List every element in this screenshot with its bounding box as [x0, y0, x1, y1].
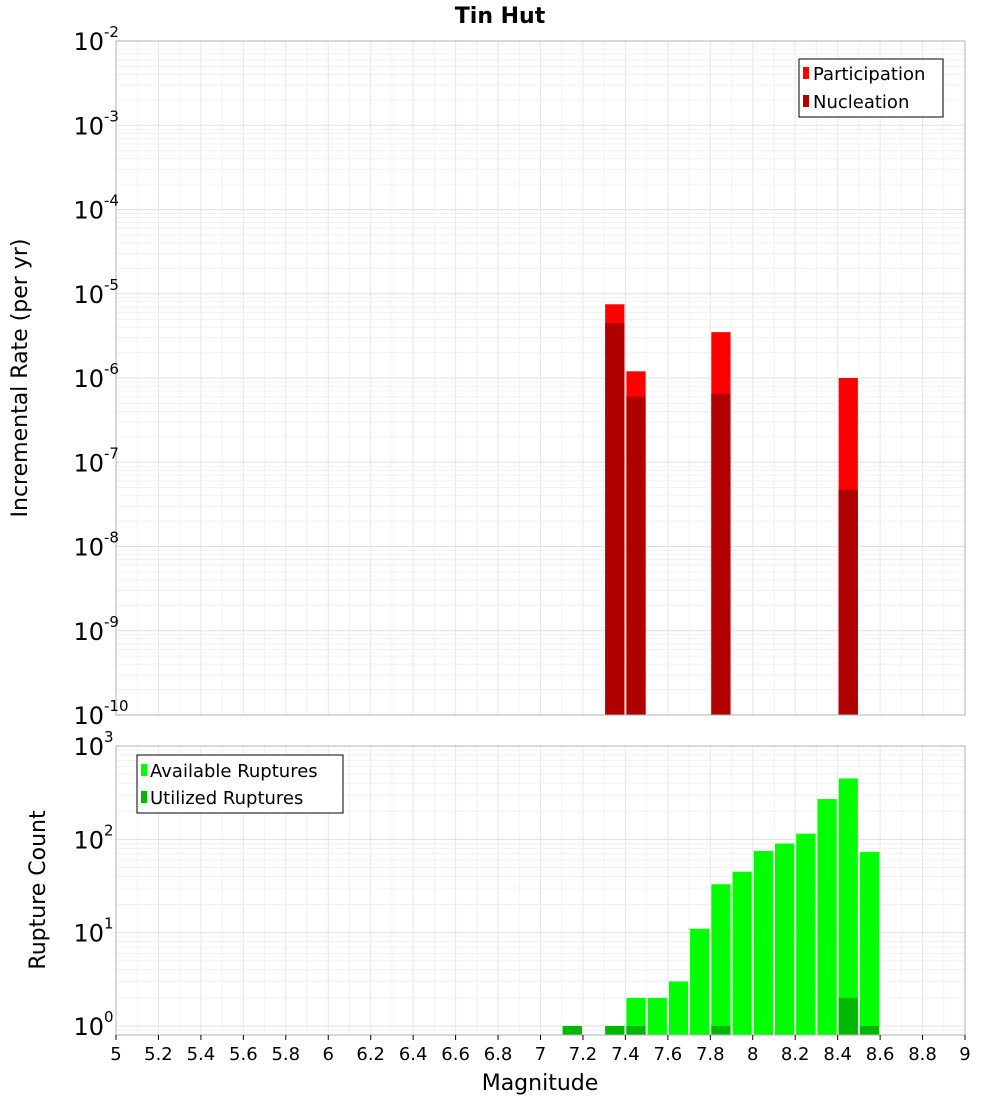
y-tick-exponent: -3 [104, 107, 119, 125]
y-tick-label: 10 [73, 449, 104, 477]
rate-legend-box [798, 58, 944, 118]
x-tick-label: 5.8 [271, 1044, 300, 1065]
count-bar-available-ruptures [647, 997, 667, 1035]
x-tick-label: 7.2 [569, 1044, 598, 1065]
y-tick-label: 10 [73, 28, 104, 56]
x-axis-label: Magnitude [482, 1071, 599, 1096]
rate-bar-nucleation [626, 396, 646, 715]
y-tick-label: 10 [73, 112, 104, 140]
y-tick-label: 10 [73, 1013, 104, 1041]
count-bar-utilized-ruptures [626, 1025, 646, 1035]
x-tick-label: 5.4 [187, 1044, 216, 1065]
count-bars [562, 778, 880, 1035]
x-tick-label: 6.6 [441, 1044, 470, 1065]
count-bar-utilized-ruptures [838, 997, 858, 1035]
rate-bar-nucleation [838, 489, 858, 715]
x-tick-label: 6.8 [484, 1044, 513, 1065]
x-tick-label: 8.2 [781, 1044, 810, 1065]
legend-label-nucleation: Nucleation [813, 92, 909, 113]
y-tick-exponent: 2 [104, 821, 114, 839]
count-bar-utilized-ruptures [562, 1025, 582, 1035]
y-tick-label: 10 [73, 702, 104, 730]
chart-title: Tin Hut [455, 4, 546, 29]
y-tick-exponent: 0 [104, 1008, 114, 1026]
y-tick-label: 10 [73, 281, 104, 309]
x-tick-label: 5 [110, 1044, 121, 1065]
count-bar-utilized-ruptures [605, 1025, 625, 1035]
count-bar-available-ruptures [838, 778, 858, 1035]
y-tick-exponent: -9 [104, 613, 119, 631]
count-bar-available-ruptures [774, 843, 795, 1035]
rate-plot-frame [115, 40, 966, 716]
y-tick-exponent: -4 [104, 192, 119, 210]
x-tick-label: 5.2 [144, 1044, 173, 1065]
x-tick-label: 8.4 [823, 1044, 852, 1065]
legend-label-participation: Participation [813, 64, 925, 85]
y-tick-label: 10 [73, 920, 104, 948]
rate-bar-nucleation [711, 393, 731, 715]
legend-swatch-utilized [141, 791, 147, 803]
count-y-axis-label: Rupture Count [26, 810, 51, 970]
legend-swatch-available [141, 764, 147, 776]
y-tick-exponent: 3 [104, 728, 114, 746]
y-tick-exponent: -6 [104, 360, 119, 378]
rate-grid [115, 40, 966, 716]
y-tick-label: 10 [73, 365, 104, 393]
y-tick-label: 10 [73, 733, 104, 761]
x-tick-label: 5.6 [229, 1044, 258, 1065]
x-tick-label: 8.6 [866, 1044, 895, 1065]
x-tick-label: 8 [747, 1044, 758, 1065]
count-bar-available-ruptures [668, 981, 689, 1035]
count-bar-available-ruptures [732, 871, 752, 1035]
count-bar-available-ruptures [817, 799, 837, 1035]
rate-y-axis-label: Incremental Rate (per yr) [8, 239, 33, 518]
count-bar-available-ruptures [753, 850, 773, 1035]
x-tick-label: 7.4 [611, 1044, 640, 1065]
y-tick-label: 10 [73, 534, 104, 562]
legend-swatch-participation [803, 67, 809, 79]
y-tick-exponent: -7 [104, 444, 119, 462]
rate-bars [605, 304, 858, 715]
x-tick-label: 7.6 [654, 1044, 683, 1065]
x-tick-label: 9 [959, 1044, 970, 1065]
y-tick-exponent: -10 [104, 697, 129, 715]
count-bar-available-ruptures [796, 833, 816, 1035]
count-bar-utilized-ruptures [859, 1025, 880, 1035]
y-tick-label: 10 [73, 197, 104, 225]
x-tick-label: 6.4 [399, 1044, 428, 1065]
legend-label-utilized: Utilized Ruptures [150, 788, 303, 809]
rate-bar-nucleation [605, 322, 625, 715]
count-bar-available-ruptures [711, 884, 731, 1035]
y-tick-label: 10 [73, 826, 104, 854]
rate-panel: 10-210-310-410-510-610-710-810-910-10 In… [8, 23, 966, 730]
rate-y-ticks: 10-210-310-410-510-610-710-810-910-10 [73, 23, 128, 730]
x-tick-label: 7 [535, 1044, 546, 1065]
y-tick-exponent: -5 [104, 276, 119, 294]
count-bar-utilized-ruptures [711, 1025, 731, 1035]
legend-label-available: Available Ruptures [150, 761, 318, 782]
count-bar-available-ruptures [859, 852, 880, 1035]
y-tick-exponent: 1 [104, 915, 114, 933]
x-ticks: 5 5.2 5.4 5.6 5.8 6 6.2 6.4 6.6 6.8 7 7.2 7.4 7.6 7.8 8… [110, 1035, 971, 1065]
y-tick-exponent: -8 [104, 529, 119, 547]
x-tick-label: 6.2 [356, 1044, 385, 1065]
count-legend: Available Ruptures Utilized Ruptures [136, 754, 344, 814]
count-legend-box [136, 754, 344, 814]
rate-legend: Participation Nucleation [798, 58, 944, 118]
x-tick-label: 7.8 [696, 1044, 725, 1065]
legend-swatch-nucleation [803, 95, 809, 107]
x-tick-label: 8.8 [908, 1044, 937, 1065]
y-tick-label: 10 [73, 618, 104, 646]
count-bar-available-ruptures [690, 928, 710, 1035]
y-tick-exponent: -2 [104, 23, 119, 41]
x-tick-label: 6 [323, 1044, 334, 1065]
count-bar-available-ruptures [626, 997, 646, 1035]
